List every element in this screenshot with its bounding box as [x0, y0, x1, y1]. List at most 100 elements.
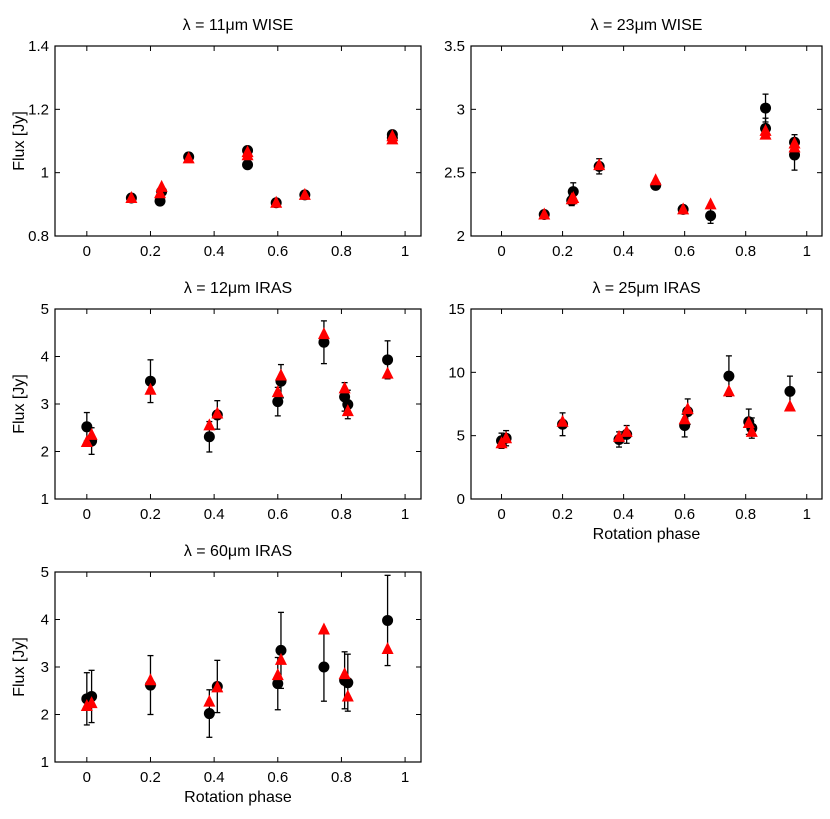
data-point-triangle [649, 173, 662, 186]
x-tick-label: 0.8 [331, 243, 352, 260]
x-tick-label: 1 [401, 769, 409, 786]
data-point-circle [144, 375, 156, 387]
data-point-triangle [144, 382, 157, 395]
chart-title: λ = 12μm IRAS [184, 280, 292, 297]
x-tick-label: 0.8 [331, 506, 352, 523]
data-point-circle [705, 210, 717, 222]
y-tick-label: 5 [457, 428, 465, 445]
data-point-triangle [203, 418, 216, 431]
data-point-triangle [381, 641, 394, 654]
data-point-circle [272, 396, 284, 408]
data-point-triangle [317, 622, 330, 635]
data-point-triangle [271, 385, 284, 398]
chart-title: λ = 11μm WISE [183, 17, 294, 34]
y-tick-label: 1.2 [28, 101, 49, 118]
chart-title: λ = 23μm WISE [591, 17, 703, 34]
y-axis-label: Flux [Jy] [11, 111, 28, 171]
data-point-circle [760, 102, 772, 114]
data-point-triangle [745, 424, 758, 437]
x-tick-label: 0.2 [552, 506, 573, 523]
x-tick-label: 0.8 [735, 506, 756, 523]
data-point-triangle [338, 381, 351, 394]
y-tick-label: 15 [448, 301, 465, 318]
data-point-triangle [722, 384, 735, 397]
data-point-triangle [182, 151, 195, 164]
x-axis-label: Rotation phase [593, 526, 701, 543]
plot-frame [470, 45, 823, 237]
data-point-triangle [80, 435, 93, 447]
y-axis-label: Flux [Jy] [11, 637, 28, 697]
x-tick-label: 0.6 [267, 243, 288, 260]
data-point-triangle [556, 414, 569, 427]
data-point-triangle [381, 366, 394, 379]
data-point-triangle [681, 402, 694, 415]
data-point-triangle [211, 680, 224, 693]
y-tick-label: 5 [41, 564, 49, 581]
plot-frame [54, 308, 422, 500]
x-tick-label: 1 [401, 243, 409, 260]
plot-frame [54, 45, 422, 237]
data-point-triangle [567, 191, 580, 203]
chart-title: λ = 60μm IRAS [184, 543, 292, 560]
chart-title: λ = 25μm IRAS [592, 280, 700, 297]
data-point-triangle [154, 186, 167, 199]
data-point-triangle [203, 694, 216, 707]
x-tick-label: 0.6 [674, 506, 695, 523]
data-point-circle [81, 421, 93, 433]
data-point-triangle [274, 652, 287, 665]
data-point-triangle [538, 207, 551, 220]
x-tick-label: 0.2 [552, 243, 573, 260]
y-tick-label: 1.4 [28, 38, 49, 55]
y-tick-label: 2 [41, 707, 49, 724]
data-point-triangle [85, 696, 98, 709]
x-tick-label: 0.4 [204, 769, 225, 786]
data-point-triangle [85, 427, 98, 440]
data-point-circle [784, 385, 796, 397]
data-point-triangle [500, 431, 513, 444]
x-tick-label: 0 [83, 769, 91, 786]
x-tick-label: 0.2 [140, 243, 161, 260]
data-point-triangle [593, 158, 606, 171]
x-tick-label: 0.6 [267, 769, 288, 786]
x-tick-label: 1 [401, 506, 409, 523]
y-tick-label: 1 [41, 491, 49, 508]
x-axis-label: Rotation phase [184, 789, 292, 806]
plot-frame [470, 308, 823, 500]
data-point-triangle [125, 191, 138, 203]
y-tick-label: 3 [41, 396, 49, 413]
y-tick-label: 0.8 [28, 228, 49, 245]
x-tick-label: 0.2 [140, 506, 161, 523]
y-tick-label: 3 [457, 101, 465, 118]
y-tick-label: 3.5 [444, 38, 465, 55]
y-tick-label: 0 [457, 491, 465, 508]
data-point-triangle [783, 399, 796, 412]
data-point-triangle [270, 195, 283, 208]
x-tick-label: 0.4 [204, 506, 225, 523]
x-tick-label: 0.6 [674, 243, 695, 260]
x-tick-label: 0.4 [204, 243, 225, 260]
x-tick-label: 1 [803, 506, 811, 523]
chart-panel-2: 0 0.2 0.4 0.6 0.8 1 2 2.5 3 3.5 λ = 23μm WISE [444, 17, 823, 260]
data-point-triangle [620, 424, 633, 437]
y-tick-label: 1 [41, 165, 49, 182]
y-tick-label: 5 [41, 301, 49, 318]
data-point-triangle [144, 673, 157, 686]
y-tick-label: 1 [41, 754, 49, 771]
plot-frame [54, 571, 422, 763]
data-point-triangle [298, 187, 311, 200]
data-point-circle [203, 431, 215, 443]
data-point-triangle [241, 148, 254, 161]
y-tick-label: 4 [41, 612, 49, 629]
x-tick-label: 1 [803, 243, 811, 260]
y-tick-label: 3 [41, 659, 49, 676]
y-tick-label: 2 [41, 444, 49, 461]
data-point-triangle [677, 202, 690, 215]
data-point-circle [203, 708, 215, 720]
data-point-circle [318, 661, 330, 673]
data-point-circle [342, 677, 354, 689]
data-point-circle [382, 614, 394, 626]
y-axis-label: Flux [Jy] [11, 374, 28, 434]
data-point-circle [723, 370, 735, 382]
